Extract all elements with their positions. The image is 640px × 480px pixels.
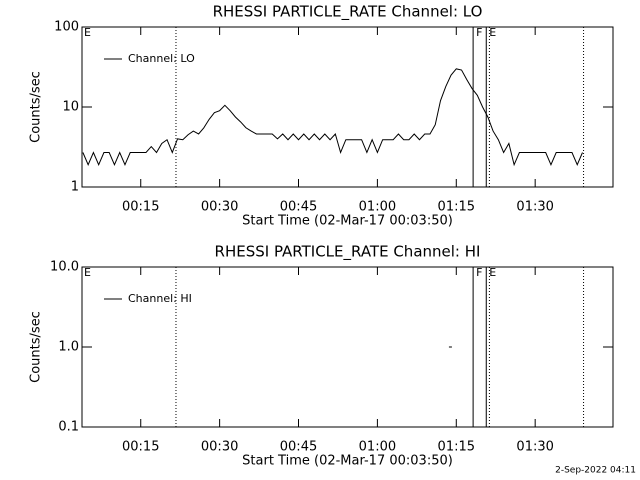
x-axis-label: Start Time (02-Mar-17 00:03:50): [242, 214, 453, 229]
y-tick-label: 10: [62, 100, 79, 115]
legend-label: Channel: LO: [128, 52, 195, 65]
footer-timestamp: 2-Sep-2022 04:11: [555, 466, 636, 476]
y-tick-label: 1.0: [58, 340, 79, 355]
flag-label: E: [489, 266, 496, 279]
x-tick-label: 01:15: [438, 200, 475, 215]
x-tick-label: 01:30: [516, 200, 553, 215]
y-tick-label: 1: [71, 180, 79, 195]
x-axis-label: Start Time (02-Mar-17 00:03:50): [242, 454, 453, 469]
y-tick-label: 100: [54, 20, 79, 35]
flag-label: F: [476, 266, 482, 279]
x-tick-label: 01:00: [359, 440, 396, 455]
annotation: E: [84, 26, 91, 39]
x-tick-label: 01:30: [516, 440, 553, 455]
chart-title: RHESSI PARTICLE_RATE Channel: HI: [215, 243, 481, 262]
x-tick-label: 00:45: [280, 200, 317, 215]
flag-label: F: [476, 26, 482, 39]
x-tick-label: 01:00: [359, 200, 396, 215]
y-tick-label: 0.1: [58, 420, 79, 435]
chart-title: RHESSI PARTICLE_RATE Channel: LO: [213, 3, 483, 22]
y-tick-label: 10.0: [50, 260, 79, 275]
annotation: E: [84, 266, 91, 279]
x-tick-label: 00:45: [280, 440, 317, 455]
x-tick-label: 00:30: [201, 440, 238, 455]
y-axis-label: Counts/sec: [29, 71, 44, 143]
x-tick-label: 00:15: [122, 200, 159, 215]
y-axis-label: Counts/sec: [29, 311, 44, 383]
x-tick-label: 00:15: [122, 440, 159, 455]
legend-label: Channel: HI: [128, 292, 192, 305]
x-tick-label: 01:15: [438, 440, 475, 455]
flag-label: E: [489, 26, 496, 39]
data-line: [82, 68, 583, 167]
x-tick-label: 00:30: [201, 200, 238, 215]
